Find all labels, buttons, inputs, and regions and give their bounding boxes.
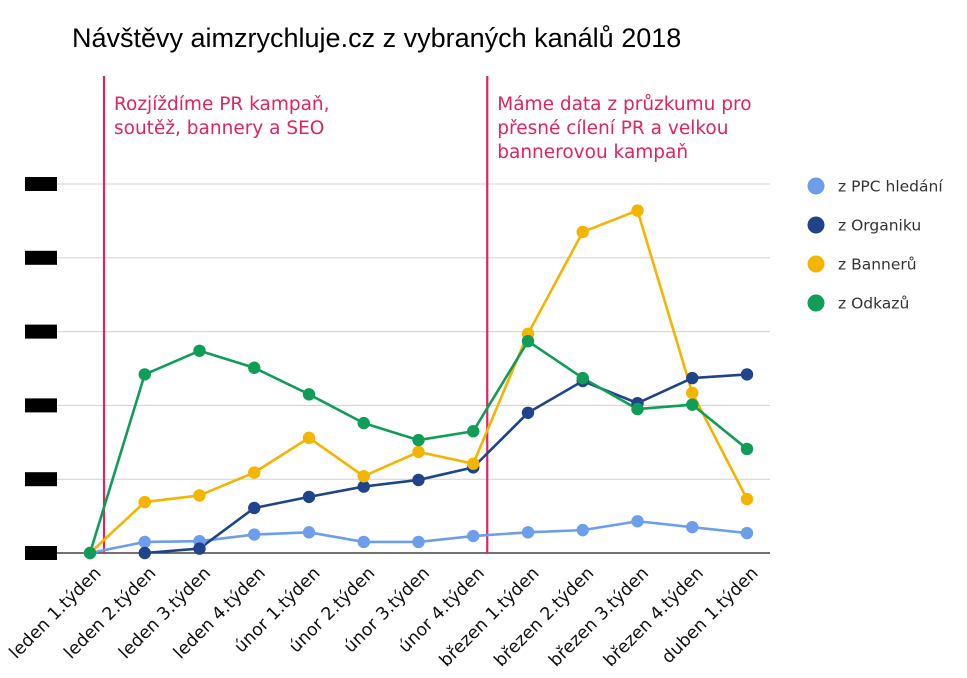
series-lines bbox=[88, 209, 749, 555]
x-tick-label: březen 2.týden bbox=[491, 563, 599, 671]
annotation-lines bbox=[102, 76, 489, 553]
data-point bbox=[357, 480, 370, 493]
data-point bbox=[740, 492, 754, 506]
y-tick-label-redaction bbox=[25, 546, 57, 560]
legend-swatch bbox=[807, 294, 825, 312]
x-tick-label: leden 1.týden bbox=[6, 563, 106, 663]
data-point bbox=[631, 402, 644, 416]
y-tick-label-redaction bbox=[25, 250, 57, 265]
data-point bbox=[138, 495, 151, 509]
data-point bbox=[248, 361, 261, 374]
series-points bbox=[83, 204, 754, 560]
data-point bbox=[686, 520, 699, 534]
data-point bbox=[248, 466, 261, 479]
data-point bbox=[576, 225, 589, 239]
legend-swatch bbox=[807, 255, 825, 273]
y-tick-label-redaction bbox=[25, 472, 57, 487]
data-point bbox=[248, 501, 261, 515]
data-point bbox=[467, 425, 480, 438]
data-point bbox=[412, 473, 425, 487]
data-point bbox=[521, 526, 535, 539]
legend-label: z Odkazů bbox=[838, 295, 909, 313]
data-point bbox=[138, 535, 151, 549]
data-point bbox=[193, 542, 206, 555]
data-point bbox=[631, 515, 644, 528]
data-point bbox=[412, 445, 425, 459]
data-point bbox=[740, 526, 754, 540]
data-point bbox=[248, 528, 261, 541]
series-line bbox=[144, 373, 748, 555]
x-tick-label: březen 3.týden bbox=[545, 563, 653, 671]
data-point bbox=[193, 489, 206, 502]
annotation-text: bannerovou kampaň bbox=[497, 142, 688, 163]
annotation-text: soutěž, bannery a SEO bbox=[114, 118, 324, 139]
y-tick-label-redaction bbox=[25, 398, 57, 413]
data-point bbox=[357, 470, 370, 483]
legend-swatch bbox=[807, 177, 825, 195]
legend-label: z Organiku bbox=[838, 217, 921, 235]
y-tick-labels-redacted bbox=[25, 177, 57, 560]
annotations: Rozjíždíme PR kampaň, soutěž, bannery a S… bbox=[114, 94, 752, 163]
data-point bbox=[357, 535, 370, 549]
chart-title: Návštěvy aimzrychluje.cz z vybraných kan… bbox=[72, 23, 681, 53]
annotation-text: Máme data z průzkumu pro bbox=[497, 94, 751, 115]
data-point bbox=[302, 490, 316, 504]
grid bbox=[40, 183, 770, 554]
data-point bbox=[686, 371, 699, 385]
legend-label: z PPC hledání bbox=[838, 178, 943, 196]
data-point bbox=[302, 388, 316, 401]
data-point bbox=[412, 433, 425, 447]
data-point bbox=[138, 546, 151, 560]
series-line bbox=[89, 209, 749, 554]
data-point bbox=[740, 368, 754, 381]
data-point bbox=[521, 334, 535, 348]
data-point bbox=[576, 371, 589, 385]
data-point bbox=[302, 526, 316, 539]
data-point bbox=[467, 529, 480, 543]
y-tick-label-redaction bbox=[25, 324, 57, 339]
data-point bbox=[357, 416, 370, 430]
data-point bbox=[467, 457, 480, 470]
data-point bbox=[576, 523, 589, 537]
legend-swatch bbox=[807, 216, 825, 234]
data-point bbox=[412, 535, 425, 549]
legend: z PPC hledání z Organiku z Bannerů z Odkazů bbox=[807, 177, 943, 313]
y-tick-label-redaction bbox=[25, 177, 57, 191]
data-point bbox=[302, 431, 316, 445]
data-point bbox=[521, 406, 535, 419]
data-point bbox=[193, 344, 206, 357]
data-point bbox=[686, 398, 699, 411]
data-point bbox=[740, 442, 754, 456]
data-point bbox=[83, 546, 97, 560]
legend-label: z Bannerů bbox=[838, 256, 917, 274]
x-tick-label: duben 1.týden bbox=[658, 563, 762, 667]
data-point bbox=[138, 368, 151, 381]
annotation-text: Rozjíždíme PR kampaň, bbox=[114, 94, 330, 115]
x-tick-label: březen 1.týden bbox=[436, 563, 544, 671]
data-point bbox=[631, 204, 644, 217]
data-point bbox=[686, 386, 699, 400]
x-tick-label: březen 4.týden bbox=[600, 563, 708, 671]
annotation-text: přesné cílení PR a velkou bbox=[497, 118, 728, 139]
